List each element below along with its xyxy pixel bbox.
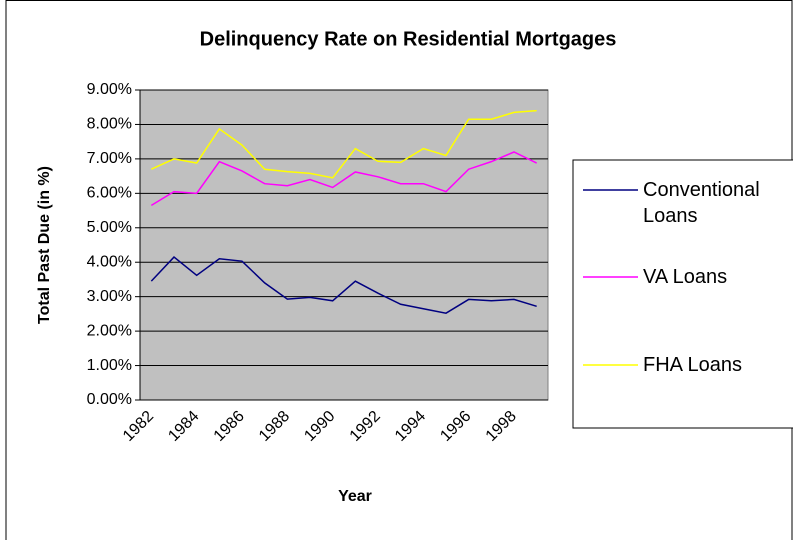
legend-label: VA Loans <box>643 266 728 288</box>
y-tick-label: 7.00% <box>87 150 132 167</box>
y-tick-label: 1.00% <box>87 357 132 374</box>
series-line <box>151 109 537 179</box>
series-line <box>150 151 537 207</box>
x-axis-label: Year <box>338 488 372 505</box>
y-tick-label: 9.00% <box>87 81 132 98</box>
y-tick-label: 8.00% <box>87 116 132 133</box>
series-line <box>150 256 537 314</box>
chart-title: Delinquency Rate on Residential Mortgage… <box>200 28 617 50</box>
y-tick-label: 4.00% <box>87 253 132 270</box>
y-tick-label: 3.00% <box>87 288 132 305</box>
y-tick-label: 2.00% <box>87 322 132 339</box>
legend-label: FHA Loans <box>643 354 742 376</box>
legend-box <box>572 159 793 429</box>
plot-area <box>139 89 549 401</box>
y-tick-label: 6.00% <box>87 185 132 202</box>
y-tick-label: 5.00% <box>87 219 132 236</box>
legend-label: Conventional Loans <box>643 179 760 227</box>
y-axis-label: Total Past Due (in %) <box>36 166 53 324</box>
y-tick-label: 0.00% <box>87 391 132 408</box>
